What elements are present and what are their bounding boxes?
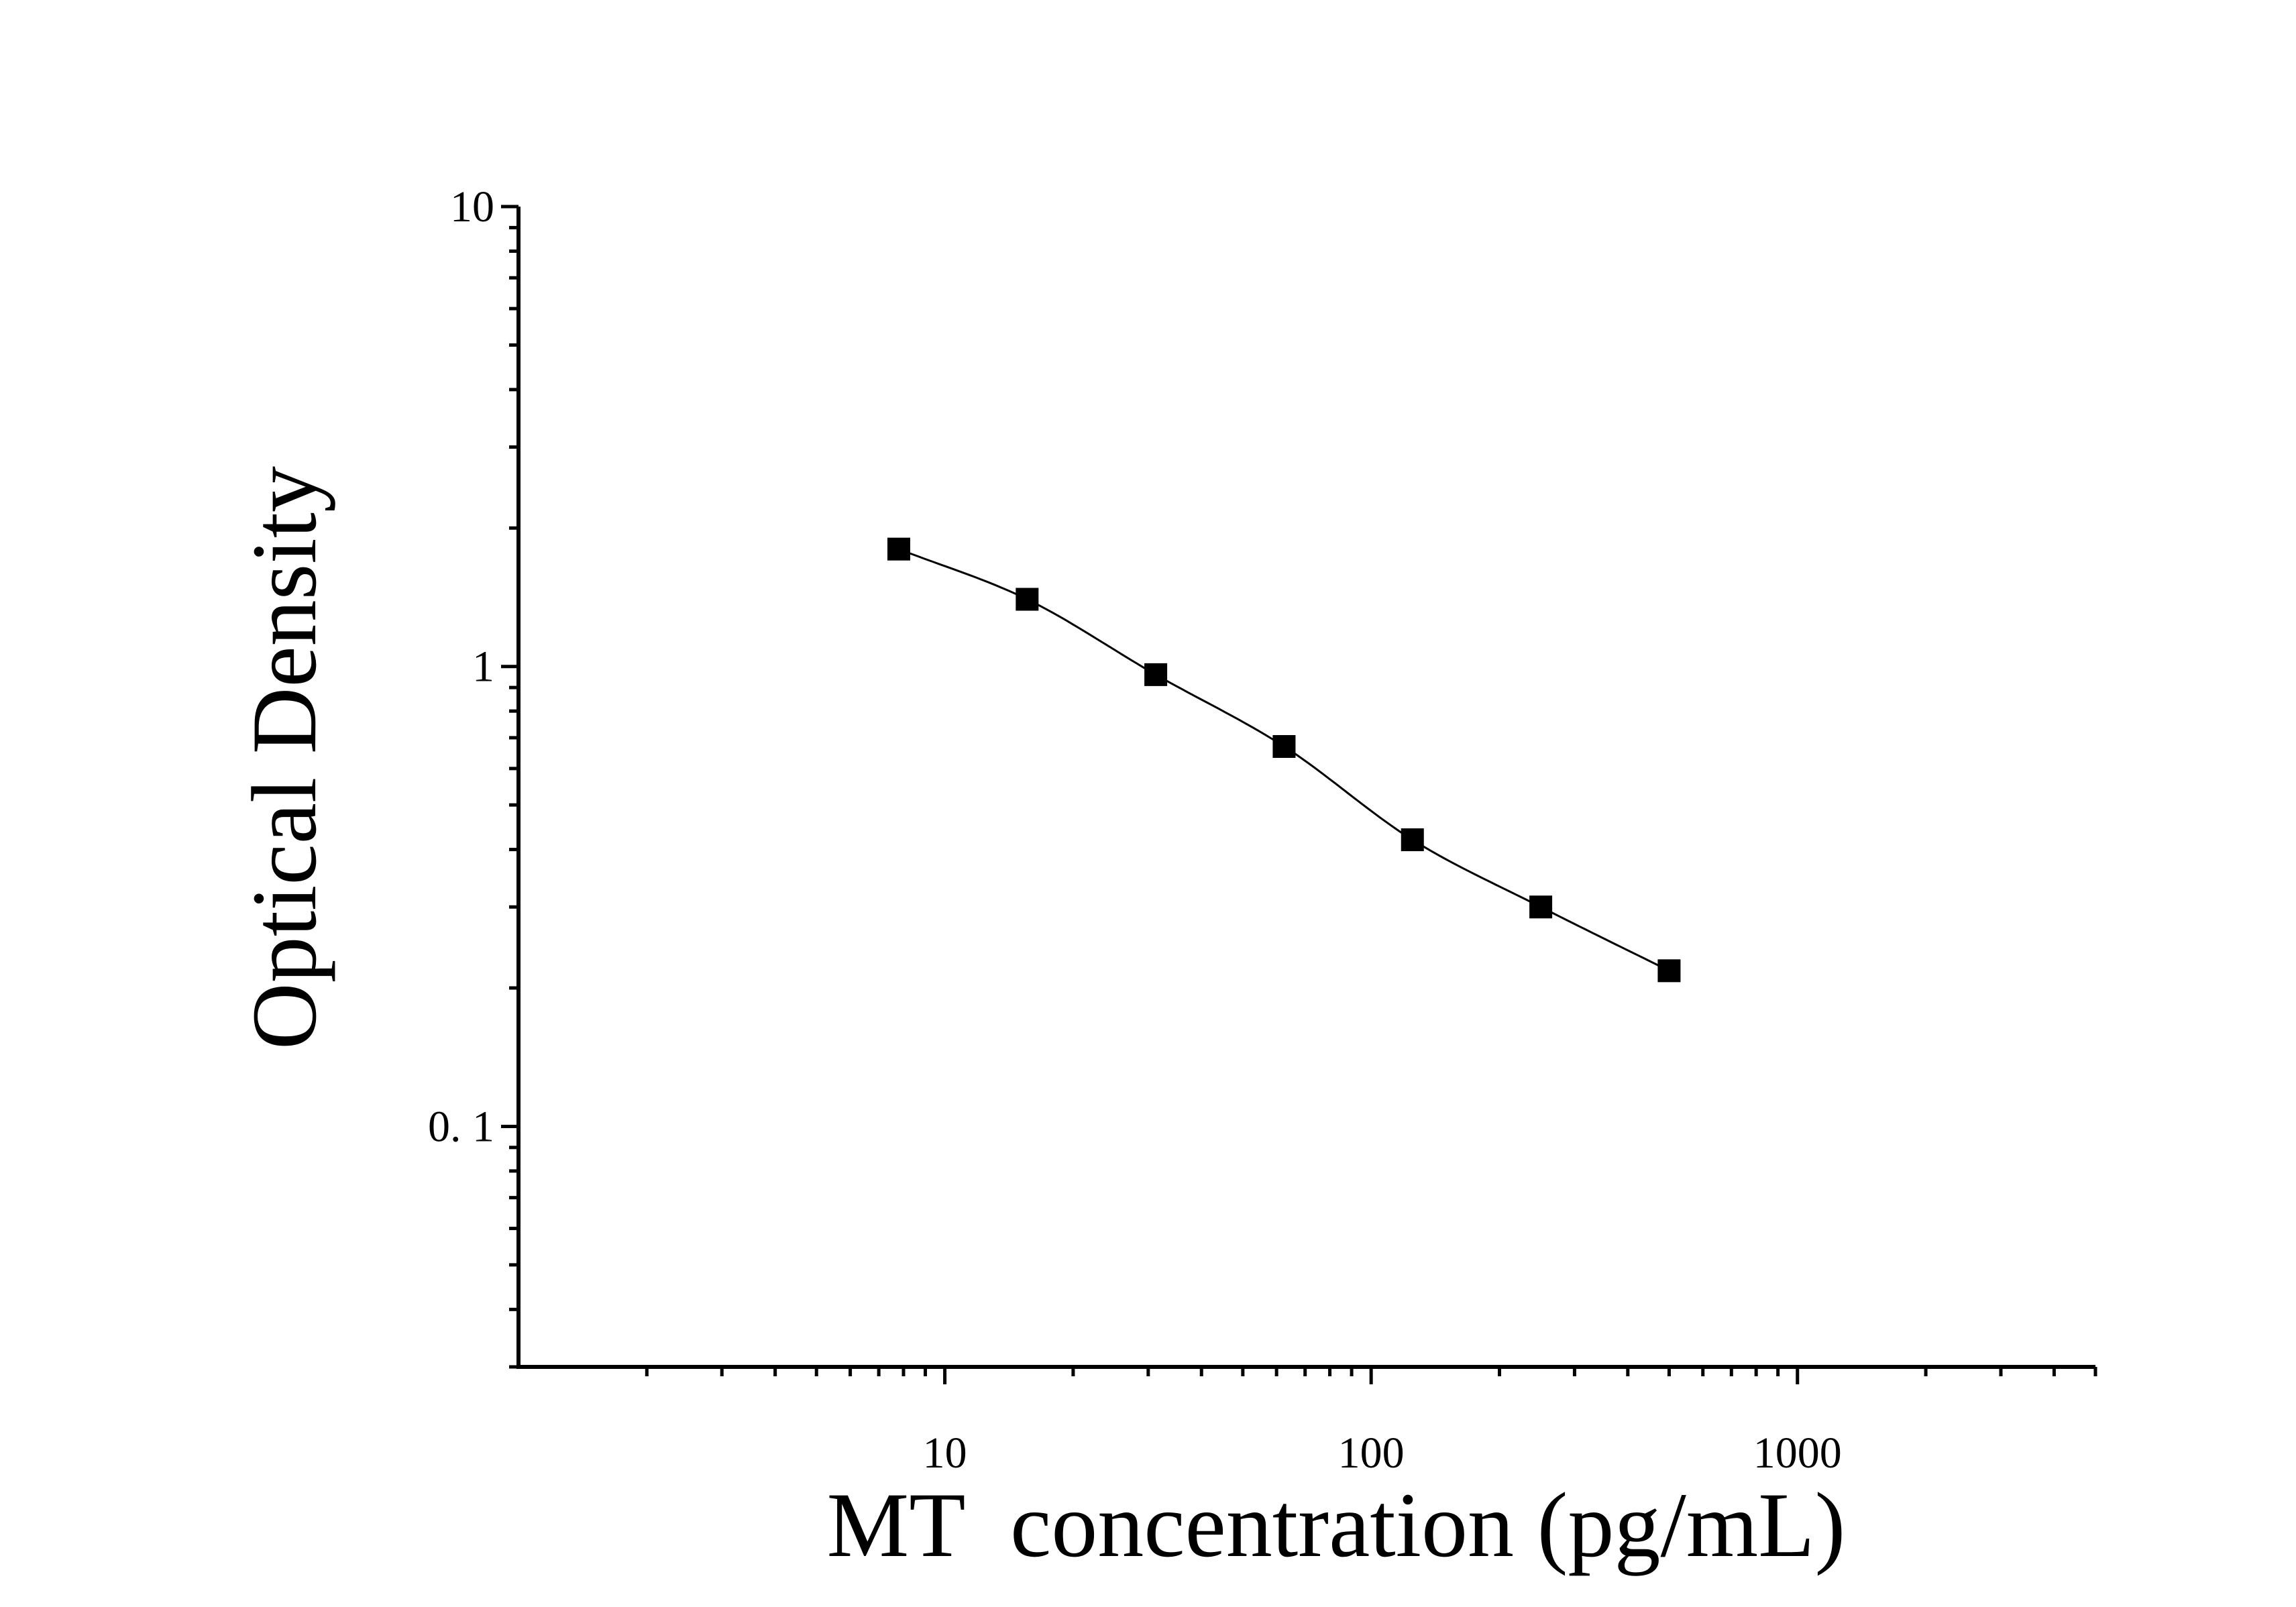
x-axis-label: MT concentration (pg/mL)	[827, 1474, 1846, 1576]
y-tick-label: 0. 1	[428, 1102, 494, 1151]
data-point	[1529, 895, 1553, 919]
data-point	[1144, 663, 1168, 686]
fit-curve	[898, 548, 1670, 972]
y-tick-label: 10	[450, 182, 494, 231]
axes: 10 100 1000 0. 1 1 10	[428, 182, 2097, 1478]
y-axis-label: Optical Density	[233, 466, 335, 1050]
data-point	[1657, 959, 1681, 983]
data-point	[887, 537, 910, 561]
x-tick-label: 10	[923, 1429, 967, 1478]
x-tick-label: 1000	[1753, 1429, 1842, 1478]
data-point	[1401, 828, 1424, 852]
data-point	[1016, 588, 1039, 611]
x-tick-label: 100	[1338, 1429, 1405, 1478]
fit-curve-layer	[898, 548, 1670, 972]
data-point	[1272, 734, 1296, 758]
y-tick-label: 1	[472, 643, 494, 691]
data-points	[887, 537, 1681, 983]
